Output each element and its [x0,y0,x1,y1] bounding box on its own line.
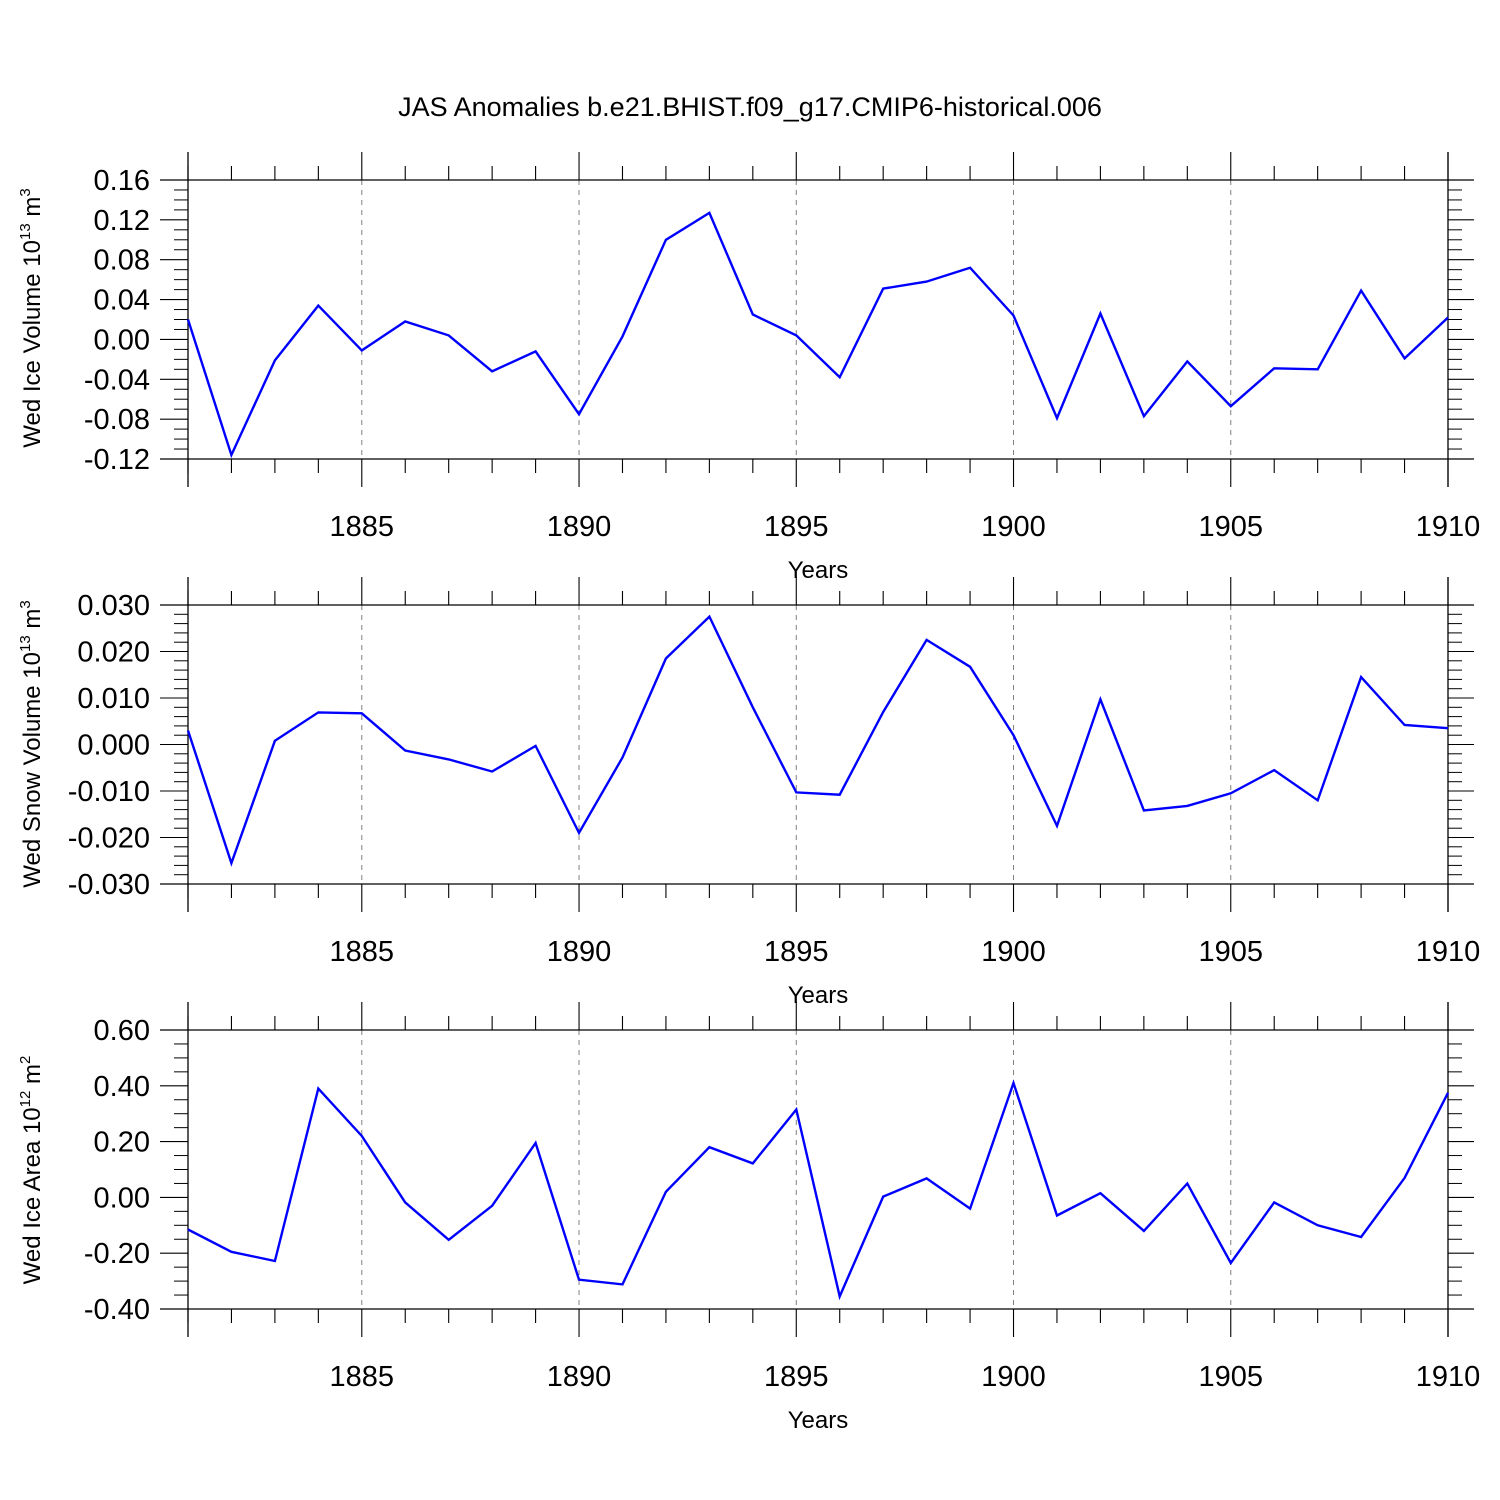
x-axis-label: Years [788,1407,849,1434]
x-tick-label: 1910 [1416,511,1481,543]
x-axis-label: Years [788,557,849,584]
x-axis-label: Years [788,982,849,1009]
y-tick-label: 0.020 [77,637,150,669]
x-tick-label: 1905 [1199,511,1264,543]
y-tick-label: 0.04 [94,285,150,317]
y-tick-label: 0.08 [94,245,150,277]
series-line [186,211,1449,459]
y-tick-label: 0.00 [94,1182,150,1214]
y-tick-label: -0.20 [84,1238,150,1270]
x-tick-label: 1910 [1416,936,1481,968]
x-tick-label: 1905 [1199,1361,1264,1393]
y-tick-label: 0.20 [94,1127,150,1159]
x-tick-label: 1900 [981,1361,1046,1393]
y-tick-label: 0.010 [77,683,150,715]
x-tick-label: 1900 [981,511,1046,543]
series-line [186,614,1449,867]
y-tick-label: 0.030 [77,590,150,622]
x-tick-label: 1890 [547,511,612,543]
y-tick-label: 0.000 [77,730,150,762]
x-tick-label: 1890 [547,1361,612,1393]
x-tick-label: 1900 [981,936,1046,968]
x-tick-label: 1890 [547,936,612,968]
y-tick-label: -0.030 [68,869,150,901]
x-tick-label: 1910 [1416,1361,1481,1393]
x-tick-label: 1885 [330,936,395,968]
chart-title: JAS Anomalies b.e21.BHIST.f09_g17.CMIP6-… [398,92,1102,122]
y-tick-label: -0.12 [84,444,150,476]
panel-1: -0.12 -0.08 -0.04 0.00 0.04 0.08 0.12 0.16 1885 1… [17,152,1480,584]
y-tick-label: -0.40 [84,1294,150,1326]
y-tick-label: -0.08 [84,404,150,436]
y-axis-label: Wed Snow Volume 1013 m3 [17,600,46,887]
x-tick-label: 1905 [1199,936,1264,968]
y-tick-label: 0.40 [94,1071,150,1103]
y-tick-label: 0.00 [94,324,150,356]
y-tick-label: 0.16 [94,165,150,197]
series-line [187,1079,1450,1301]
x-tick-label: 1895 [764,936,829,968]
y-tick-label: -0.04 [84,364,150,396]
y-tick-label: -0.020 [68,823,150,855]
x-tick-label: 1885 [330,511,395,543]
y-tick-label: 0.12 [94,205,150,237]
y-tick-label: 0.60 [94,1015,150,1047]
panel-3: -0.40 -0.20 0.00 0.20 0.40 0.60 1885 1890 1895 19… [17,1002,1480,1434]
y-axis-label: Wed Ice Area 1012 m2 [17,1056,46,1285]
x-tick-label: 1895 [764,511,829,543]
x-tick-label: 1895 [764,1361,829,1393]
y-tick-label: -0.010 [68,776,150,808]
x-tick-label: 1885 [330,1361,395,1393]
y-axis-label: Wed Ice Volume 1013 m3 [17,188,46,447]
panel-2: -0.030 -0.020 -0.010 0.000 0.010 0.020 0.030 18… [17,577,1480,1009]
